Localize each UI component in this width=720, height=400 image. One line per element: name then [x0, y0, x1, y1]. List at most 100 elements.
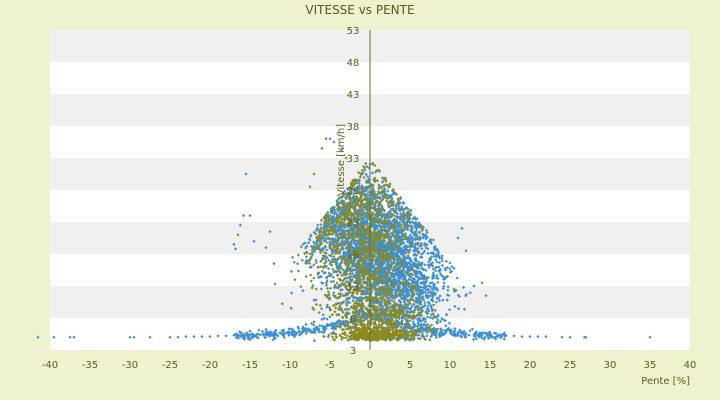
data-point [420, 261, 424, 265]
data-point [401, 233, 405, 237]
data-point [357, 256, 361, 260]
data-point [331, 250, 335, 254]
data-point [362, 246, 367, 250]
data-point [346, 292, 350, 296]
data-point [333, 310, 337, 314]
data-point [342, 229, 346, 233]
data-point [341, 247, 345, 251]
data-point [301, 329, 306, 334]
data-point [370, 198, 375, 203]
data-point [292, 332, 296, 336]
data-point [384, 304, 388, 308]
data-point [406, 253, 410, 258]
data-point [426, 251, 430, 255]
data-point [390, 304, 394, 308]
data-point [337, 220, 341, 224]
data-point [414, 229, 418, 233]
data-point [329, 210, 333, 214]
data-point [353, 223, 357, 227]
data-point [347, 281, 352, 285]
data-point [388, 328, 392, 332]
data-point [385, 241, 390, 245]
data-point [302, 327, 306, 331]
data-point [437, 265, 441, 269]
data-point [271, 338, 275, 342]
data-point [349, 305, 353, 309]
data-point [468, 329, 472, 333]
data-point [322, 316, 326, 320]
data-point [445, 298, 449, 302]
data-point [355, 217, 360, 221]
data-point [403, 303, 407, 307]
data-point [372, 283, 377, 287]
data-point [334, 219, 338, 224]
data-point [428, 290, 433, 294]
data-point [332, 291, 336, 295]
data-point [360, 199, 364, 203]
data-point [314, 302, 318, 307]
data-point [410, 272, 415, 277]
data-point [346, 289, 351, 293]
data-point [396, 202, 400, 207]
data-point [435, 296, 439, 300]
data-point [342, 243, 346, 247]
data-point [499, 335, 503, 339]
data-point [409, 208, 413, 213]
data-point [387, 238, 391, 242]
data-point [343, 261, 347, 265]
data-point [459, 330, 463, 334]
data-point [349, 256, 353, 260]
data-point [343, 323, 347, 327]
data-point [415, 217, 419, 221]
data-point [385, 236, 390, 240]
data-point [424, 327, 428, 331]
data-point [415, 237, 419, 241]
data-point [413, 281, 417, 285]
data-point [242, 333, 246, 337]
data-point [419, 224, 423, 228]
data-point [341, 268, 345, 272]
data-point [234, 247, 238, 251]
data-point [371, 280, 376, 285]
data-point [418, 230, 422, 234]
data-point [421, 329, 426, 333]
data-point [410, 281, 414, 285]
data-point [411, 280, 416, 284]
data-point [443, 331, 447, 335]
data-point [334, 251, 338, 256]
data-point [376, 229, 380, 234]
data-point [404, 317, 408, 321]
data-point [315, 325, 319, 329]
data-point [350, 291, 355, 295]
data-point [256, 332, 260, 336]
data-point [417, 271, 421, 275]
data-point [326, 293, 330, 297]
data-point [417, 333, 421, 337]
data-point [357, 243, 362, 247]
data-point [362, 265, 367, 270]
data-point [383, 270, 387, 274]
data-point [436, 318, 440, 322]
data-point [365, 277, 369, 281]
data-point [415, 281, 419, 285]
data-point [379, 260, 383, 264]
data-point [387, 225, 392, 229]
data-point [267, 334, 272, 338]
data-point [450, 264, 454, 269]
data-point [414, 222, 418, 226]
data-point [377, 239, 381, 243]
data-point [426, 304, 430, 308]
data-point [318, 303, 322, 307]
data-point [414, 231, 418, 235]
data-point [399, 290, 403, 294]
data-point [423, 282, 427, 286]
data-point [148, 335, 152, 339]
data-point [352, 256, 356, 261]
data-point [370, 269, 374, 273]
data-point [359, 226, 364, 230]
data-point [380, 216, 384, 220]
data-point [474, 337, 478, 341]
data-point [385, 307, 389, 312]
data-point [396, 266, 400, 270]
data-point [422, 298, 426, 302]
